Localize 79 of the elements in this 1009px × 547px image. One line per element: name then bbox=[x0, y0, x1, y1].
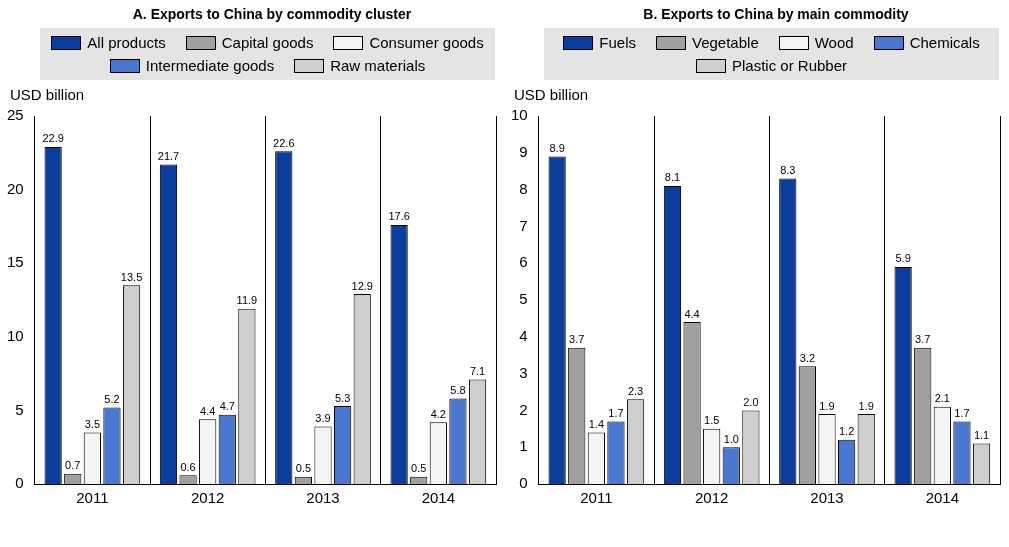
y-tick-label: 5 bbox=[519, 290, 528, 308]
data-label: 2.0 bbox=[743, 395, 759, 408]
legend-label: Fuels bbox=[599, 34, 636, 51]
legend-label: Capital goods bbox=[221, 34, 314, 51]
legend-label: Chemicals bbox=[909, 34, 980, 51]
data-label: 0.7 bbox=[65, 459, 81, 472]
data-label: 17.6 bbox=[388, 210, 410, 223]
data-label: 0.5 bbox=[411, 462, 427, 475]
data-label: 4.4 bbox=[200, 404, 216, 417]
data-label: 1.9 bbox=[819, 399, 835, 412]
data-label: 8.1 bbox=[664, 171, 681, 184]
y-tick-label: 15 bbox=[7, 253, 24, 271]
data-label: 7.1 bbox=[469, 365, 486, 378]
data-label: 1.1 bbox=[973, 429, 990, 442]
y-tick-label: 0 bbox=[15, 474, 24, 492]
data-label: 1.7 bbox=[608, 406, 624, 419]
text: Consumer goods bbox=[369, 34, 484, 51]
y-tick-label: 6 bbox=[519, 253, 528, 271]
y-tick-label: 8 bbox=[519, 179, 528, 197]
data-label: 3.2 bbox=[799, 351, 816, 364]
data-label: 5.9 bbox=[895, 252, 911, 265]
text: Wood bbox=[814, 34, 854, 51]
data-label: 1.9 bbox=[858, 399, 874, 412]
x-tick-label: 2013 bbox=[810, 489, 844, 507]
data-label: 1.0 bbox=[723, 432, 739, 445]
x-tick-label: 2014 bbox=[421, 489, 456, 507]
legend-label: Intermediate goods bbox=[145, 57, 275, 74]
y-tick-label: 20 bbox=[7, 179, 24, 197]
y-tick-label: 2 bbox=[519, 400, 528, 418]
x-tick-label: 2011 bbox=[76, 489, 109, 507]
y-tick-label: 1 bbox=[519, 437, 528, 455]
data-label: 5.3 bbox=[334, 391, 351, 404]
x-tick-label: 2013 bbox=[306, 489, 340, 507]
legend-label: Plastic or Rubber bbox=[731, 57, 848, 74]
x-tick-label: 2014 bbox=[925, 489, 960, 507]
y-tick-label: 0 bbox=[519, 474, 528, 492]
data-label: 3.7 bbox=[915, 333, 931, 346]
y-tick-label: 25 bbox=[7, 106, 24, 124]
data-label: 3.5 bbox=[84, 418, 100, 431]
y-axis-title: USD billion bbox=[514, 86, 590, 104]
data-label: 2.3 bbox=[627, 384, 644, 397]
legend-label: Vegetable bbox=[692, 34, 759, 51]
data-label: 4.4 bbox=[684, 307, 700, 320]
y-tick-label: 9 bbox=[519, 142, 528, 160]
data-label: 1.7 bbox=[954, 406, 970, 419]
data-label: 5.8 bbox=[450, 384, 466, 397]
chart-title: A. Exports to China by commodity cluster bbox=[131, 6, 413, 24]
legend-label: All products bbox=[87, 34, 166, 51]
data-label: 1.2 bbox=[838, 425, 855, 438]
data-label: 22.9 bbox=[42, 132, 64, 145]
x-tick-label: 2011 bbox=[580, 489, 613, 507]
legend-label: Raw materials bbox=[330, 57, 426, 74]
data-label: 8.3 bbox=[780, 164, 796, 177]
data-label: 5.2 bbox=[104, 392, 120, 405]
y-tick-label: 3 bbox=[519, 363, 528, 381]
y-tick-label: 4 bbox=[519, 326, 528, 344]
chart-title: B. Exports to China by main commodity bbox=[642, 6, 910, 24]
data-label: 3.7 bbox=[569, 333, 585, 346]
data-label: 21.7 bbox=[157, 150, 180, 163]
data-label: 2.1 bbox=[934, 392, 950, 405]
data-label: 4.2 bbox=[430, 407, 446, 420]
x-tick-label: 2012 bbox=[190, 489, 225, 507]
y-tick-label: 10 bbox=[7, 326, 24, 344]
data-label: 4.7 bbox=[219, 400, 235, 413]
data-label: 11.9 bbox=[236, 294, 258, 307]
data-label: 8.9 bbox=[549, 142, 565, 155]
data-label: 22.6 bbox=[273, 136, 295, 149]
data-label: 1.4 bbox=[588, 418, 604, 431]
data-label: 0.5 bbox=[295, 462, 312, 475]
x-tick-label: 2012 bbox=[694, 489, 729, 507]
data-label: 1.5 bbox=[704, 414, 720, 427]
data-label: 0.6 bbox=[180, 460, 196, 473]
y-tick-label: 10 bbox=[511, 106, 528, 124]
data-label: 12.9 bbox=[351, 279, 373, 292]
data-label: 3.9 bbox=[315, 412, 331, 425]
y-tick-label: 7 bbox=[519, 216, 528, 234]
y-axis-title: USD billion bbox=[10, 86, 86, 104]
data-label: 13.5 bbox=[120, 270, 143, 283]
y-tick-label: 5 bbox=[15, 400, 24, 418]
